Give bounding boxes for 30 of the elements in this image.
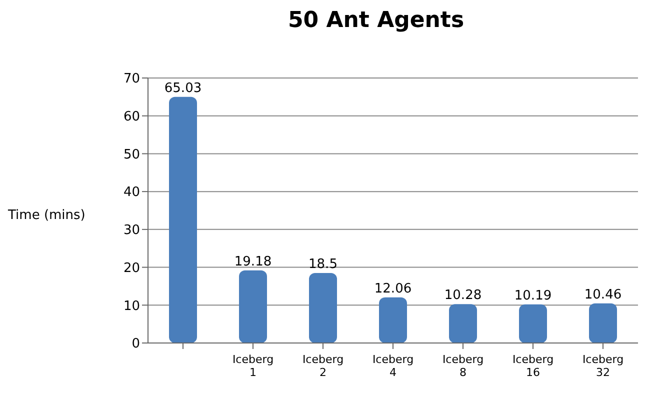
data-label: 10.46 — [584, 287, 622, 302]
x-tick-label: Iceberg 1 — [232, 353, 274, 379]
y-tick-label: 10 — [123, 298, 140, 314]
y-tick-label: 50 — [123, 147, 140, 162]
bar — [379, 297, 407, 343]
y-tick-label: 20 — [123, 260, 140, 276]
data-label: 10.28 — [444, 288, 482, 304]
y-tick-label: 60 — [123, 109, 140, 124]
x-tick-label: Iceberg 32 — [582, 353, 624, 379]
data-label: 18.5 — [308, 256, 338, 272]
bar — [519, 304, 547, 343]
x-tick-label: Iceberg 16 — [512, 353, 554, 379]
data-label: 10.19 — [514, 288, 552, 304]
data-label: 19.18 — [234, 254, 272, 270]
bar — [169, 96, 197, 343]
bar — [309, 272, 337, 343]
x-tick-label: Iceberg 8 — [442, 353, 484, 379]
x-tick-label: Iceberg 4 — [372, 353, 414, 379]
y-tick-label: 70 — [123, 72, 140, 87]
bar — [449, 304, 477, 343]
bar — [589, 303, 617, 343]
data-label: 12.06 — [374, 281, 412, 296]
y-tick-label: 30 — [123, 223, 140, 238]
y-tick-label: 0 — [132, 336, 140, 352]
chart-title: 50 Ant Agents — [286, 8, 466, 33]
y-axis-title: Time (mins) — [8, 208, 86, 223]
x-tick-label: Iceberg 2 — [302, 353, 344, 379]
y-tick-label: 40 — [123, 185, 140, 200]
bar — [239, 270, 267, 343]
data-label: 65.03 — [164, 80, 202, 96]
